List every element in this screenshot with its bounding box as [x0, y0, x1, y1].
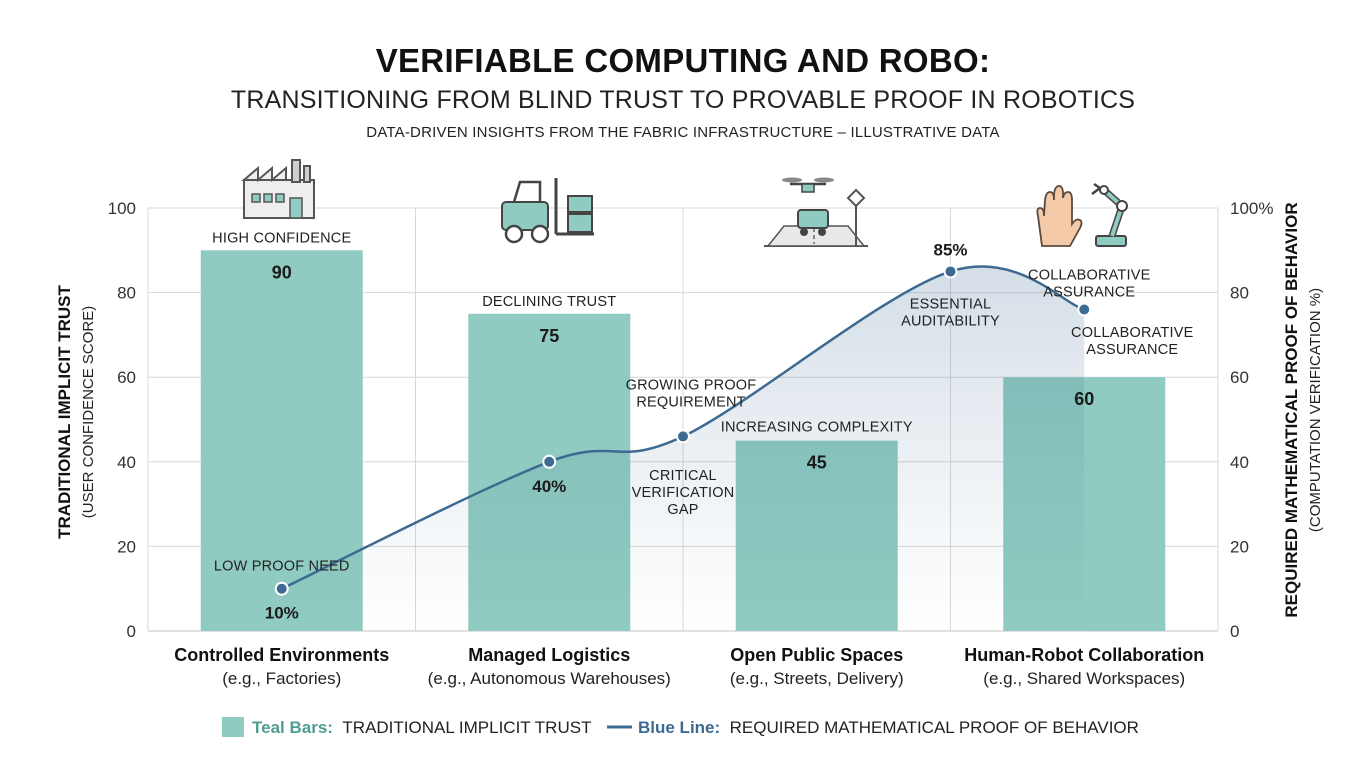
y-left-tick: 60	[117, 368, 136, 387]
bar-value-label: 75	[539, 326, 559, 346]
category-label: Human-Robot Collaboration	[964, 645, 1204, 665]
legend-item-line: Blue Line: REQUIRED MATHEMATICAL PROOF O…	[638, 718, 1139, 737]
category-label: Open Public Spaces	[730, 645, 903, 665]
line-annotation: LOW PROOF NEED	[214, 559, 350, 575]
y-right-tick: 80	[1230, 284, 1249, 303]
y-right-tick: 20	[1230, 537, 1249, 556]
y-left-axis-subtitle: (USER CONFIDENCE SCORE)	[80, 306, 97, 519]
line-point-label: 85%	[933, 240, 967, 259]
line-annotation: ESSENTIAL AUDITABILITY	[901, 296, 1000, 329]
chart-title: VERIFIABLE COMPUTING AND ROBO:	[376, 42, 991, 79]
category-label: Controlled Environments	[174, 645, 389, 665]
y-right-tick: 60	[1230, 368, 1249, 387]
y-right-tick: 0	[1230, 622, 1239, 641]
forklift-icon	[501, 178, 594, 244]
y-right-tick: 40	[1230, 453, 1249, 472]
category-layer: Controlled Environments (e.g., Factories)…	[174, 645, 1204, 688]
legend-bar-text: TRADITIONAL IMPLICIT TRUST	[342, 718, 591, 737]
y-left-tick: 0	[127, 622, 136, 641]
y-left-tick: 40	[117, 453, 136, 472]
y-right-axis-title: REQUIRED MATHEMATICAL PROOF OF BEHAVIOR	[1282, 202, 1301, 617]
y-right-tick: 100%	[1230, 199, 1273, 218]
legend-bar-key: Teal Bars:	[252, 718, 333, 737]
bar-annotation: INCREASING COMPLEXITY	[721, 420, 913, 436]
legend-bar-swatch	[222, 717, 244, 737]
y-left-tick: 100	[108, 199, 136, 218]
bar-annotation: HIGH CONFIDENCE	[212, 230, 351, 246]
legend-line-text: REQUIRED MATHEMATICAL PROOF OF BEHAVIOR	[730, 718, 1139, 737]
y-left-tick: 20	[117, 537, 136, 556]
bar-annotation: COLLABORATIVE ASSURANCE	[1071, 325, 1194, 358]
line-annotation: GROWING PROOF REQUIREMENT	[626, 377, 757, 410]
y-left-axis-title: TRADITIONAL IMPLICIT TRUST	[55, 285, 74, 539]
area-layer	[281, 266, 1085, 631]
line-annotation: COLLABORATIVE ASSURANCE	[1028, 268, 1151, 301]
line-point	[274, 581, 289, 596]
line-point	[943, 264, 958, 279]
tick-layer: 0 0 20 20 40 40 60 60 80 80 100 100%	[108, 199, 1274, 641]
legend-item-bars: Teal Bars: TRADITIONAL IMPLICIT TRUST	[252, 718, 591, 737]
bar-value-label: 90	[272, 262, 292, 282]
line-point-label: 40%	[532, 477, 566, 496]
legend-line-key: Blue Line:	[638, 718, 720, 737]
bar-value-label: 45	[807, 453, 827, 473]
category-example: (e.g., Factories)	[222, 669, 341, 688]
line-point	[1077, 302, 1092, 317]
line-point	[676, 429, 690, 444]
hand-robot-arm-icon	[1036, 182, 1128, 247]
factory-icon	[241, 159, 315, 219]
gap-annotation: CRITICAL VERIFICATION GAP	[632, 468, 735, 518]
bar-value-label: 60	[1074, 389, 1094, 409]
line-point-label: 10%	[265, 604, 299, 623]
proof-area-fill	[281, 266, 1085, 631]
bar-annotation: DECLINING TRUST	[482, 294, 616, 310]
chart-subtitle: TRANSITIONING FROM BLIND TRUST TO PROVAB…	[231, 86, 1135, 114]
legend: Teal Bars: TRADITIONAL IMPLICIT TRUST Bl…	[222, 717, 1139, 737]
drone-delivery-icon	[764, 177, 868, 247]
line-layer	[274, 264, 1092, 596]
y-right-axis-subtitle: (COMPUTATION VERIFICATION %)	[1307, 288, 1324, 532]
line-point	[542, 454, 557, 469]
source-line: DATA-DRIVEN INSIGHTS FROM THE FABRIC INF…	[366, 124, 999, 141]
category-example: (e.g., Shared Workspaces)	[983, 669, 1185, 688]
category-example: (e.g., Streets, Delivery)	[730, 669, 904, 688]
label-layer: 90 75 45 60 HIGH CONFIDENCE DECLINING TRUST IN…	[212, 230, 1193, 622]
y-left-tick: 80	[117, 284, 136, 303]
category-example: (e.g., Autonomous Warehouses)	[428, 669, 671, 688]
category-label: Managed Logistics	[468, 645, 630, 665]
